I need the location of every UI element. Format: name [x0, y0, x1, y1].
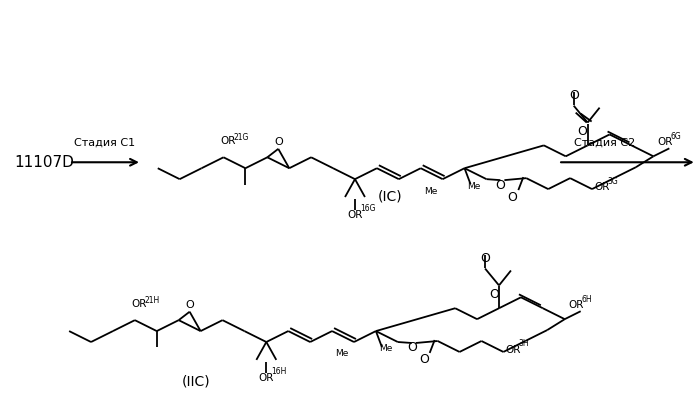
Text: O: O: [489, 288, 499, 301]
Text: 6H: 6H: [582, 295, 592, 304]
Text: 16H: 16H: [272, 367, 287, 376]
Text: O: O: [186, 300, 194, 310]
Text: Стадия C1: Стадия C1: [74, 137, 136, 147]
Text: 11107D: 11107D: [14, 155, 74, 170]
Text: 6G: 6G: [671, 132, 681, 141]
Text: OR: OR: [258, 373, 274, 383]
Text: OR: OR: [657, 137, 673, 147]
Text: OR: OR: [220, 136, 236, 146]
Text: O: O: [419, 354, 428, 366]
Text: 21G: 21G: [234, 133, 248, 142]
Text: OR: OR: [347, 210, 363, 220]
Text: Me: Me: [335, 350, 349, 358]
Text: OR: OR: [594, 182, 610, 192]
Text: O: O: [496, 179, 505, 192]
Text: O: O: [274, 137, 283, 147]
Text: (IC): (IC): [377, 189, 402, 203]
Text: 3H: 3H: [518, 340, 529, 348]
Text: Me: Me: [468, 182, 481, 191]
Text: OR: OR: [568, 300, 584, 310]
Text: Me: Me: [424, 187, 438, 196]
Text: OR: OR: [132, 299, 147, 309]
Text: (IIC): (IIC): [181, 375, 210, 389]
Text: O: O: [407, 342, 416, 354]
Text: O: O: [508, 190, 517, 203]
Text: 16G: 16G: [360, 204, 375, 213]
Text: OR: OR: [505, 345, 521, 355]
Text: 3G: 3G: [607, 177, 617, 186]
Text: 21H: 21H: [145, 296, 160, 305]
Text: O: O: [480, 252, 490, 265]
Text: O: O: [569, 89, 579, 102]
Text: Me: Me: [379, 344, 392, 354]
Text: O: O: [578, 125, 587, 138]
Text: Стадия C2: Стадия C2: [575, 137, 636, 147]
